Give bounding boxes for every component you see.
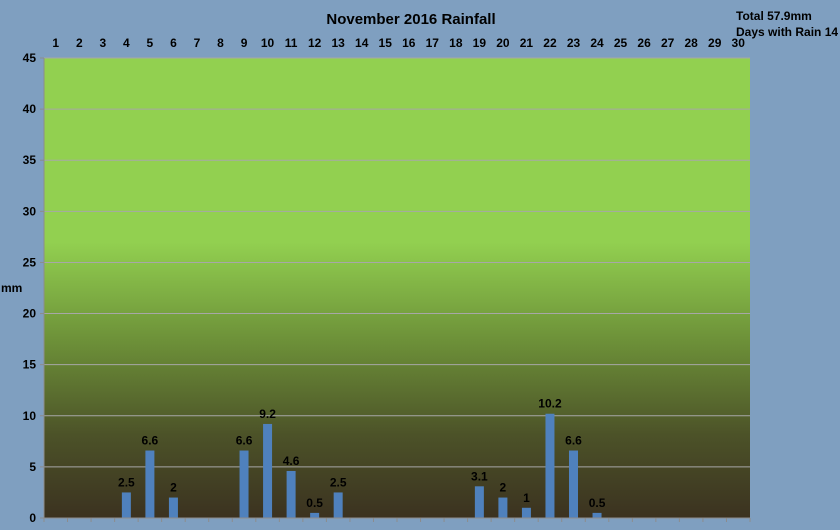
data-label-day-20: 2 xyxy=(500,481,507,495)
data-label-day-10: 9.2 xyxy=(259,407,276,421)
x-tick-label: 5 xyxy=(147,36,154,50)
x-tick-label: 24 xyxy=(590,36,604,50)
x-tick-label: 22 xyxy=(543,36,557,50)
x-tick-label: 9 xyxy=(241,36,248,50)
bar-day-24 xyxy=(592,512,602,518)
chart-title: November 2016 Rainfall xyxy=(326,11,495,28)
bar-day-22 xyxy=(545,413,555,518)
y-tick-label: 35 xyxy=(23,153,37,167)
data-label-day-9: 6.6 xyxy=(236,434,253,448)
x-tick-label: 10 xyxy=(261,36,275,50)
x-tick-label: 11 xyxy=(285,36,298,50)
bar-day-12 xyxy=(310,512,320,518)
data-label-day-5: 6.6 xyxy=(142,434,159,448)
x-tick-label: 15 xyxy=(379,36,393,50)
y-axis-label: mm xyxy=(1,281,22,295)
x-tick-label: 4 xyxy=(123,36,130,50)
y-tick-label: 45 xyxy=(23,51,37,65)
x-tick-label: 30 xyxy=(732,36,746,50)
data-label-day-23: 6.6 xyxy=(565,434,582,448)
bar-day-19 xyxy=(474,486,484,518)
data-label-day-4: 2.5 xyxy=(118,475,135,489)
bar-day-13 xyxy=(333,492,343,518)
x-tick-label: 28 xyxy=(684,36,698,50)
x-tick-label: 27 xyxy=(661,36,675,50)
x-tick-label: 16 xyxy=(402,36,416,50)
x-tick-label: 19 xyxy=(473,36,487,50)
y-tick-label: 20 xyxy=(23,307,37,321)
x-tick-label: 18 xyxy=(449,36,463,50)
x-tick-label: 8 xyxy=(217,36,224,50)
x-tick-label: 12 xyxy=(308,36,322,50)
total-rainfall-label: Total 57.9mm xyxy=(736,9,812,23)
x-tick-label: 1 xyxy=(52,36,59,50)
bar-day-11 xyxy=(286,470,296,518)
x-tick-label: 6 xyxy=(170,36,177,50)
x-tick-label: 29 xyxy=(708,36,722,50)
bar-day-9 xyxy=(239,450,249,518)
bar-day-20 xyxy=(498,497,508,518)
x-tick-label: 3 xyxy=(99,36,106,50)
y-tick-label: 5 xyxy=(29,460,36,474)
plot-area xyxy=(44,58,750,518)
x-tick-label: 21 xyxy=(520,36,534,50)
data-label-day-19: 3.1 xyxy=(471,469,488,483)
data-label-day-6: 2 xyxy=(170,481,177,495)
data-label-day-21: 1 xyxy=(523,491,530,505)
y-tick-label: 0 xyxy=(29,511,36,525)
data-label-day-13: 2.5 xyxy=(330,475,347,489)
bar-day-4 xyxy=(121,492,131,518)
x-tick-label: 13 xyxy=(331,36,345,50)
bar-day-6 xyxy=(168,497,178,518)
gridlines xyxy=(40,57,750,519)
x-tick-label: 2 xyxy=(76,36,83,50)
x-tick-label: 23 xyxy=(567,36,581,50)
data-label-day-11: 4.6 xyxy=(283,454,300,468)
x-tick-label: 25 xyxy=(614,36,628,50)
days-with-rain-label: Days with Rain 14 xyxy=(736,25,838,39)
bar-day-5 xyxy=(145,450,155,518)
bars xyxy=(121,413,602,518)
y-tick-label: 15 xyxy=(23,358,37,372)
x-tick-label: 20 xyxy=(496,36,510,50)
y-tick-label: 25 xyxy=(23,255,37,269)
y-tick-labels: 0 5 10 15 20 25 30 35 40 45 xyxy=(23,51,37,525)
data-label-day-24: 0.5 xyxy=(589,496,606,510)
bar-day-10 xyxy=(263,423,273,518)
bar-day-23 xyxy=(569,450,578,518)
data-labels: 2.5 6.6 2 6.6 9.2 4.6 0.5 2.5 3.1 2 1 10.2 6.6 0.5 xyxy=(118,397,606,510)
x-tick-label: 17 xyxy=(426,36,440,50)
x-tick-label: 7 xyxy=(194,36,201,50)
data-label-day-12: 0.5 xyxy=(306,496,323,510)
bar-day-21 xyxy=(521,507,531,518)
y-tick-label: 10 xyxy=(23,409,37,423)
x-tick-label: 26 xyxy=(637,36,651,50)
y-tick-label: 30 xyxy=(23,204,37,218)
x-tick-label: 14 xyxy=(355,36,369,50)
data-label-day-22: 10.2 xyxy=(538,397,562,411)
y-tick-label: 40 xyxy=(23,102,37,116)
x-tick-labels: 1 2 3 4 5 6 7 8 9 10 11 12 13 14 15 16 17 18 19 20 21 22 23 24 2… xyxy=(43,36,751,522)
